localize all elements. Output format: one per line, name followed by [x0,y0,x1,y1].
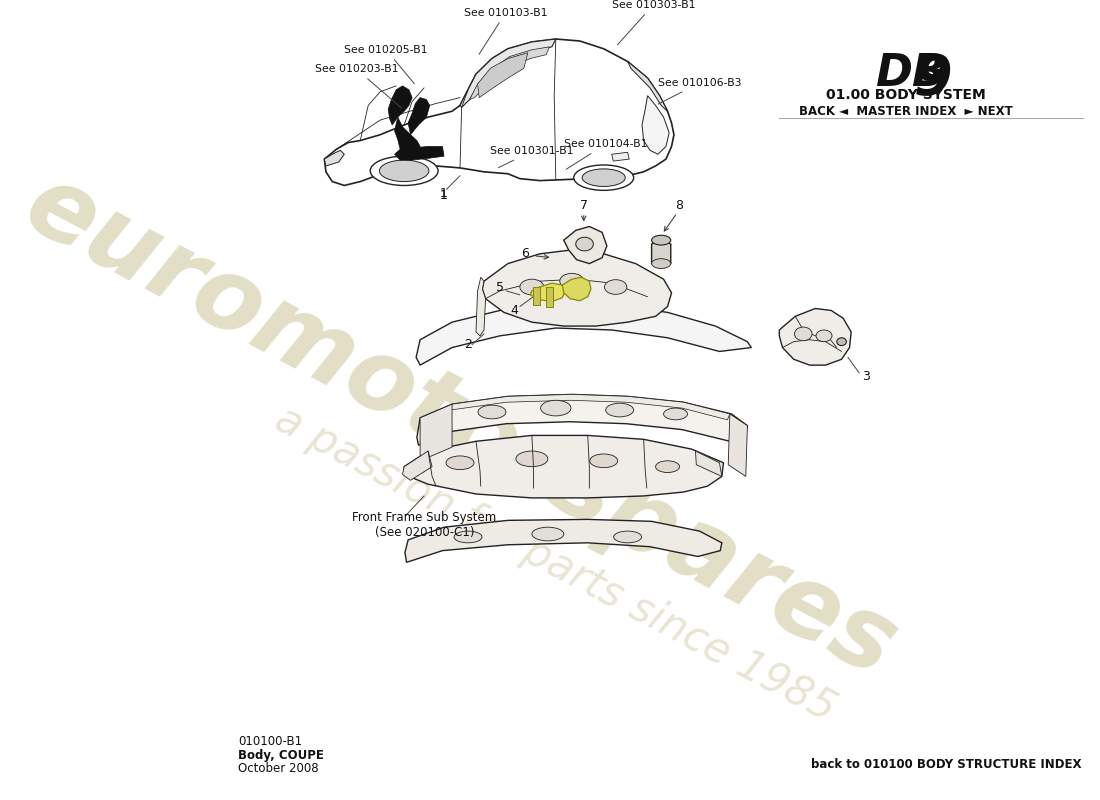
Text: euromotorspares: euromotorspares [9,157,912,698]
Text: See 010303-B1: See 010303-B1 [612,0,695,45]
Ellipse shape [532,527,564,541]
Ellipse shape [651,235,671,245]
Text: See 010106-B3: See 010106-B3 [658,78,741,104]
Ellipse shape [590,454,618,468]
Bar [534,287,540,305]
Text: 1: 1 [440,189,448,202]
Polygon shape [642,96,669,154]
Text: See 010301-B1: See 010301-B1 [491,146,574,168]
Ellipse shape [582,169,625,186]
Ellipse shape [663,408,688,420]
Ellipse shape [560,274,584,289]
Polygon shape [324,39,674,186]
Polygon shape [404,435,724,498]
Polygon shape [651,240,671,267]
Text: a passion for parts since 1985: a passion for parts since 1985 [268,398,844,730]
Ellipse shape [447,456,474,470]
Text: 9: 9 [913,52,952,106]
Polygon shape [562,278,591,301]
Ellipse shape [371,156,438,186]
Ellipse shape [794,327,812,341]
Ellipse shape [454,531,482,543]
Polygon shape [483,250,672,326]
Polygon shape [779,309,851,365]
Polygon shape [612,152,629,161]
Text: See 010203-B1: See 010203-B1 [315,64,402,109]
Ellipse shape [516,451,548,466]
Polygon shape [417,394,747,445]
Text: Body, COUPE: Body, COUPE [238,749,324,762]
Text: Front Frame Sub System
(See 020100-C1): Front Frame Sub System (See 020100-C1) [352,510,496,538]
Ellipse shape [575,238,593,251]
Polygon shape [324,150,344,166]
Ellipse shape [816,330,832,342]
Ellipse shape [837,338,846,346]
Polygon shape [530,283,565,302]
Polygon shape [476,278,485,336]
Text: See 010104-B1: See 010104-B1 [564,139,647,170]
Polygon shape [405,519,722,562]
Bar [547,287,552,306]
Polygon shape [420,404,452,461]
Text: DB: DB [876,52,946,94]
Polygon shape [477,53,528,98]
Text: 6: 6 [521,247,529,260]
Text: 8: 8 [674,198,683,211]
Polygon shape [695,451,722,477]
Text: 7: 7 [580,198,587,211]
Polygon shape [450,394,729,420]
Text: October 2008: October 2008 [238,762,319,775]
Ellipse shape [656,461,680,473]
Ellipse shape [379,160,429,182]
Polygon shape [395,117,420,158]
Ellipse shape [540,400,571,416]
Polygon shape [470,47,549,99]
Polygon shape [403,451,432,480]
Polygon shape [388,86,412,125]
Text: 5: 5 [496,281,504,294]
Polygon shape [395,146,444,160]
Ellipse shape [606,403,634,417]
Text: BACK ◄  MASTER INDEX  ► NEXT: BACK ◄ MASTER INDEX ► NEXT [799,106,1012,118]
Text: See 010103-B1: See 010103-B1 [464,7,548,54]
Ellipse shape [605,280,627,294]
Polygon shape [416,302,751,365]
Text: 1: 1 [440,186,448,200]
Ellipse shape [520,279,543,295]
Polygon shape [564,226,607,263]
Text: 4: 4 [510,304,518,317]
Ellipse shape [478,405,506,419]
Text: 3: 3 [861,370,869,383]
Ellipse shape [651,258,671,269]
Polygon shape [728,414,747,477]
Text: 010100-B1: 010100-B1 [238,735,302,748]
Ellipse shape [574,165,634,190]
Polygon shape [408,98,430,134]
Ellipse shape [614,531,641,543]
Text: See 010205-B1: See 010205-B1 [344,45,428,84]
Text: back to 010100 BODY STRUCTURE INDEX: back to 010100 BODY STRUCTURE INDEX [811,758,1081,771]
Polygon shape [628,62,668,111]
Text: 01.00 BODY SYSTEM: 01.00 BODY SYSTEM [826,88,986,102]
Text: 2: 2 [464,338,472,351]
Polygon shape [460,39,556,107]
